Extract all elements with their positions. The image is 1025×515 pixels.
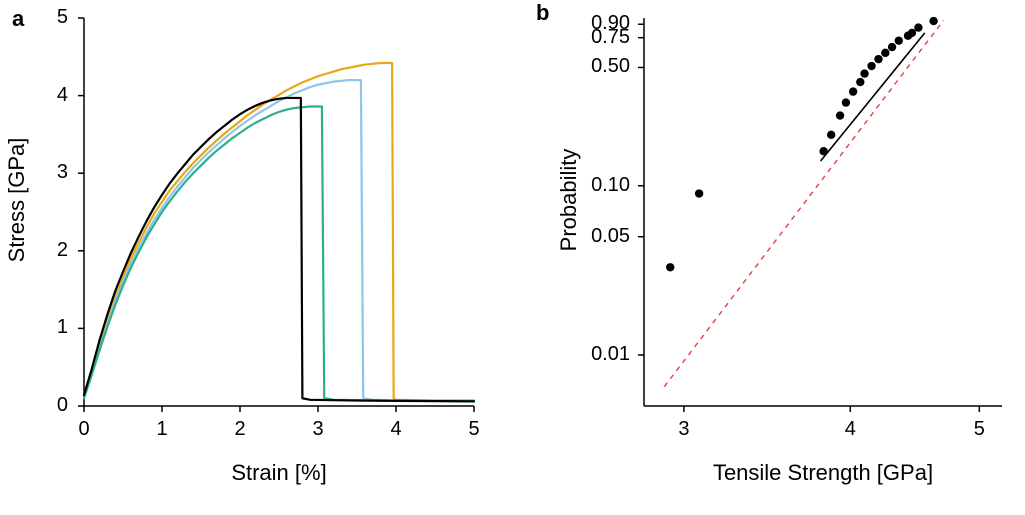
panel-a-ylabel: Stress [GPa] xyxy=(4,100,30,300)
panel-b-ytick: 0.10 xyxy=(580,174,630,197)
panel-b-ytick: 0.05 xyxy=(580,225,630,248)
panel-a-ytick: 4 xyxy=(38,84,68,107)
panel-b-ylabel: Probability xyxy=(556,100,582,300)
panel-a-ytick: 3 xyxy=(38,161,68,184)
panel-a-xtick: 0 xyxy=(69,418,99,441)
panel-a-xtick: 3 xyxy=(303,418,333,441)
panel-a-ytick: 5 xyxy=(38,6,68,29)
panel-a-xtick: 2 xyxy=(225,418,255,441)
panel-a-ytick: 2 xyxy=(38,239,68,262)
panel-a-xtick: 5 xyxy=(459,418,489,441)
panel-a xyxy=(78,12,480,412)
panel-b-ytick: 0.90 xyxy=(580,12,630,35)
panel-a-label: a xyxy=(12,6,24,32)
panel-b-svg xyxy=(638,12,1008,412)
panel-a-svg xyxy=(78,12,480,412)
panel-a-ytick: 0 xyxy=(38,394,68,417)
panel-b-label: b xyxy=(536,0,549,26)
panel-b-ytick: 0.50 xyxy=(580,55,630,78)
panel-a-ytick: 1 xyxy=(38,316,68,339)
panel-a-xtick: 4 xyxy=(381,418,411,441)
panel-b-xtick: 4 xyxy=(835,418,865,441)
panel-a-xtick: 1 xyxy=(147,418,177,441)
figure: a Stress [GPa] Strain [%] b Probability … xyxy=(0,0,1025,515)
panel-a-xlabel: Strain [%] xyxy=(78,460,480,486)
panel-b xyxy=(638,12,1008,412)
panel-b-ytick: 0.01 xyxy=(580,343,630,366)
panel-b-xlabel: Tensile Strength [GPa] xyxy=(638,460,1008,486)
panel-b-xtick: 5 xyxy=(964,418,994,441)
panel-b-xtick: 3 xyxy=(669,418,699,441)
